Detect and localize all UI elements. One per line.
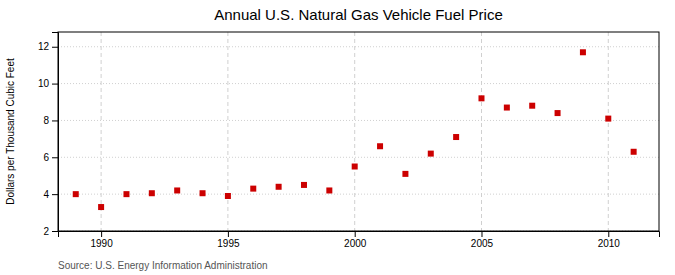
tick-mark xyxy=(101,231,102,237)
grid-line xyxy=(608,32,609,231)
tick-mark xyxy=(52,194,58,195)
point xyxy=(605,116,611,122)
x-axis: 1990 1995 2000 2005 2010 xyxy=(59,231,660,249)
tick: 2005 xyxy=(471,231,494,249)
axis-line xyxy=(59,232,660,238)
tick-mark xyxy=(52,231,58,232)
tick-mark xyxy=(52,157,58,158)
tick-mark xyxy=(481,231,482,237)
tick-label: 2010 xyxy=(598,238,621,249)
grid-line xyxy=(58,194,659,195)
plot: 1990 1995 2000 2005 2010 2 4 6 8 10 12 xyxy=(38,32,660,249)
point xyxy=(73,191,79,197)
point xyxy=(478,95,484,101)
tick: 12 xyxy=(38,41,58,52)
tick-label: 4 xyxy=(43,189,49,200)
points xyxy=(73,49,637,210)
chart: 1990 1995 2000 2005 2010 2 4 6 8 10 12 Annual U.S. … xyxy=(0,0,675,275)
point xyxy=(326,187,332,193)
tick-label: 1990 xyxy=(90,238,113,249)
tick-label: 2 xyxy=(43,226,49,237)
tick: 4 xyxy=(43,189,58,200)
tick-mark xyxy=(228,231,229,237)
point xyxy=(453,134,459,140)
tick-label: 1995 xyxy=(217,238,240,249)
point xyxy=(276,184,282,190)
tick-label: 2000 xyxy=(344,238,367,249)
axis-line xyxy=(52,33,59,232)
tick: 8 xyxy=(43,115,58,126)
tick-label: 6 xyxy=(43,152,49,163)
grid-line xyxy=(58,46,659,47)
grid-line xyxy=(58,83,659,84)
grid-line xyxy=(227,32,228,231)
grid xyxy=(58,32,659,231)
point xyxy=(225,193,231,199)
point xyxy=(555,110,561,116)
point xyxy=(352,164,358,170)
point xyxy=(174,187,180,193)
tick: 1995 xyxy=(217,231,240,249)
title: Annual U.S. Natural Gas Vehicle Fuel Pri… xyxy=(214,6,502,23)
point xyxy=(98,204,104,210)
point xyxy=(580,49,586,55)
tick-label: 2005 xyxy=(471,238,494,249)
point xyxy=(301,182,307,188)
tick: 2010 xyxy=(598,231,621,249)
point xyxy=(402,171,408,177)
tick: 10 xyxy=(38,78,58,89)
tick: 2000 xyxy=(344,231,367,249)
point xyxy=(200,190,206,196)
point xyxy=(377,143,383,149)
tick-mark xyxy=(52,120,58,121)
grid-line xyxy=(58,120,659,121)
source: Source: U.S. Energy Information Administ… xyxy=(58,260,268,271)
tick: 6 xyxy=(43,152,58,163)
point xyxy=(428,151,434,157)
tick: 2 xyxy=(43,226,58,237)
tick-mark xyxy=(608,231,609,237)
point xyxy=(149,190,155,196)
point xyxy=(123,191,129,197)
grid-line xyxy=(481,32,482,231)
grid-line xyxy=(101,32,102,231)
point xyxy=(250,186,256,192)
tick-mark xyxy=(355,231,356,237)
tick-mark xyxy=(52,84,58,85)
tick-label: 10 xyxy=(38,78,50,89)
grid-line xyxy=(354,32,355,231)
grid-line xyxy=(58,157,659,158)
tick: 1990 xyxy=(90,231,113,249)
y-axis-title: Dollars per Thousand Cubic Feet xyxy=(5,58,16,205)
y-axis: 2 4 6 8 10 12 xyxy=(38,33,59,237)
tick-label: 8 xyxy=(43,115,49,126)
tick-label: 12 xyxy=(38,41,50,52)
point xyxy=(631,149,637,155)
point xyxy=(529,103,535,109)
tick-mark xyxy=(52,47,58,48)
plot-frame xyxy=(58,32,659,231)
point xyxy=(504,105,510,111)
